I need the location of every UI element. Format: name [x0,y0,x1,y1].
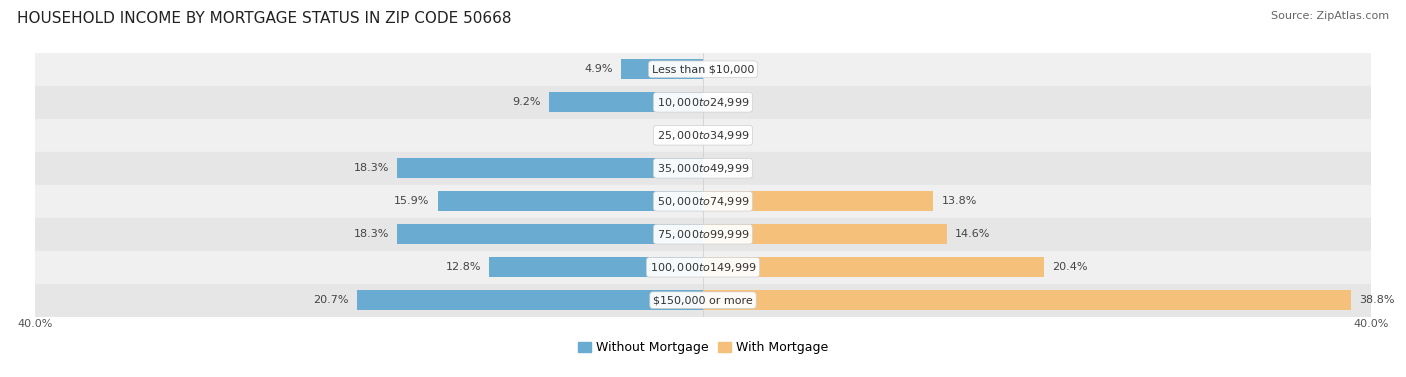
Text: Source: ZipAtlas.com: Source: ZipAtlas.com [1271,11,1389,21]
Text: 12.8%: 12.8% [446,262,481,272]
Bar [35,119,1371,152]
Bar [357,290,703,310]
Text: 9.2%: 9.2% [513,97,541,107]
Bar [550,92,703,112]
Bar [35,218,1371,251]
Bar [621,60,703,79]
Bar [35,86,1371,119]
Text: 14.6%: 14.6% [955,229,990,239]
Legend: Without Mortgage, With Mortgage: Without Mortgage, With Mortgage [574,337,832,358]
Text: $50,000 to $74,999: $50,000 to $74,999 [657,195,749,208]
Bar [437,192,703,211]
Bar [35,185,1371,218]
Text: 4.9%: 4.9% [585,64,613,74]
Text: 0.0%: 0.0% [707,97,735,107]
Text: $100,000 to $149,999: $100,000 to $149,999 [650,261,756,274]
Bar [35,284,1371,317]
Text: Less than $10,000: Less than $10,000 [652,64,754,74]
Bar [35,53,1371,86]
Text: $35,000 to $49,999: $35,000 to $49,999 [657,162,749,175]
Text: $25,000 to $34,999: $25,000 to $34,999 [657,129,749,142]
Bar [398,224,703,244]
Bar [703,224,946,244]
Text: HOUSEHOLD INCOME BY MORTGAGE STATUS IN ZIP CODE 50668: HOUSEHOLD INCOME BY MORTGAGE STATUS IN Z… [17,11,512,26]
Text: 15.9%: 15.9% [394,196,429,206]
Bar [35,251,1371,284]
Text: $150,000 or more: $150,000 or more [654,295,752,305]
Text: 13.8%: 13.8% [942,196,977,206]
Bar [703,257,1043,277]
Bar [489,257,703,277]
Bar [703,192,934,211]
Text: 0.0%: 0.0% [707,64,735,74]
Text: 38.8%: 38.8% [1360,295,1395,305]
Text: $75,000 to $99,999: $75,000 to $99,999 [657,228,749,241]
Text: 0.0%: 0.0% [707,163,735,173]
Text: 18.3%: 18.3% [354,163,389,173]
Bar [35,152,1371,185]
Text: 0.0%: 0.0% [671,130,699,140]
Text: 18.3%: 18.3% [354,229,389,239]
Bar [398,158,703,178]
Text: 0.0%: 0.0% [707,130,735,140]
Text: $10,000 to $24,999: $10,000 to $24,999 [657,96,749,109]
Text: 20.4%: 20.4% [1052,262,1087,272]
Text: 20.7%: 20.7% [314,295,349,305]
Bar [703,290,1351,310]
